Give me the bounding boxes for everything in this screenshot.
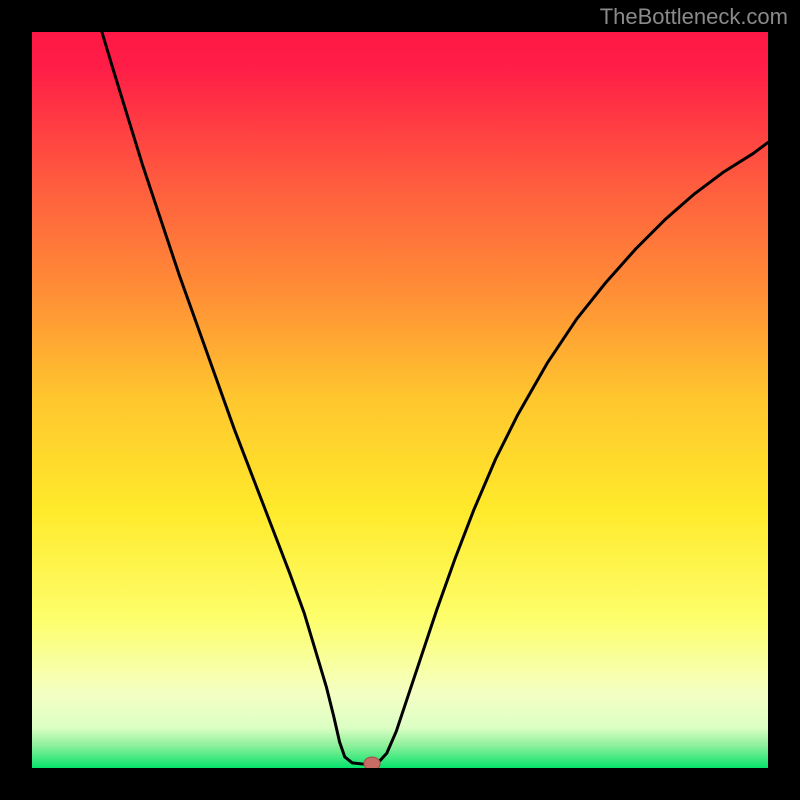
chart-svg — [0, 0, 800, 800]
bottleneck-chart: TheBottleneck.com — [0, 0, 800, 800]
chart-background — [32, 32, 768, 768]
watermark-text: TheBottleneck.com — [600, 4, 788, 30]
